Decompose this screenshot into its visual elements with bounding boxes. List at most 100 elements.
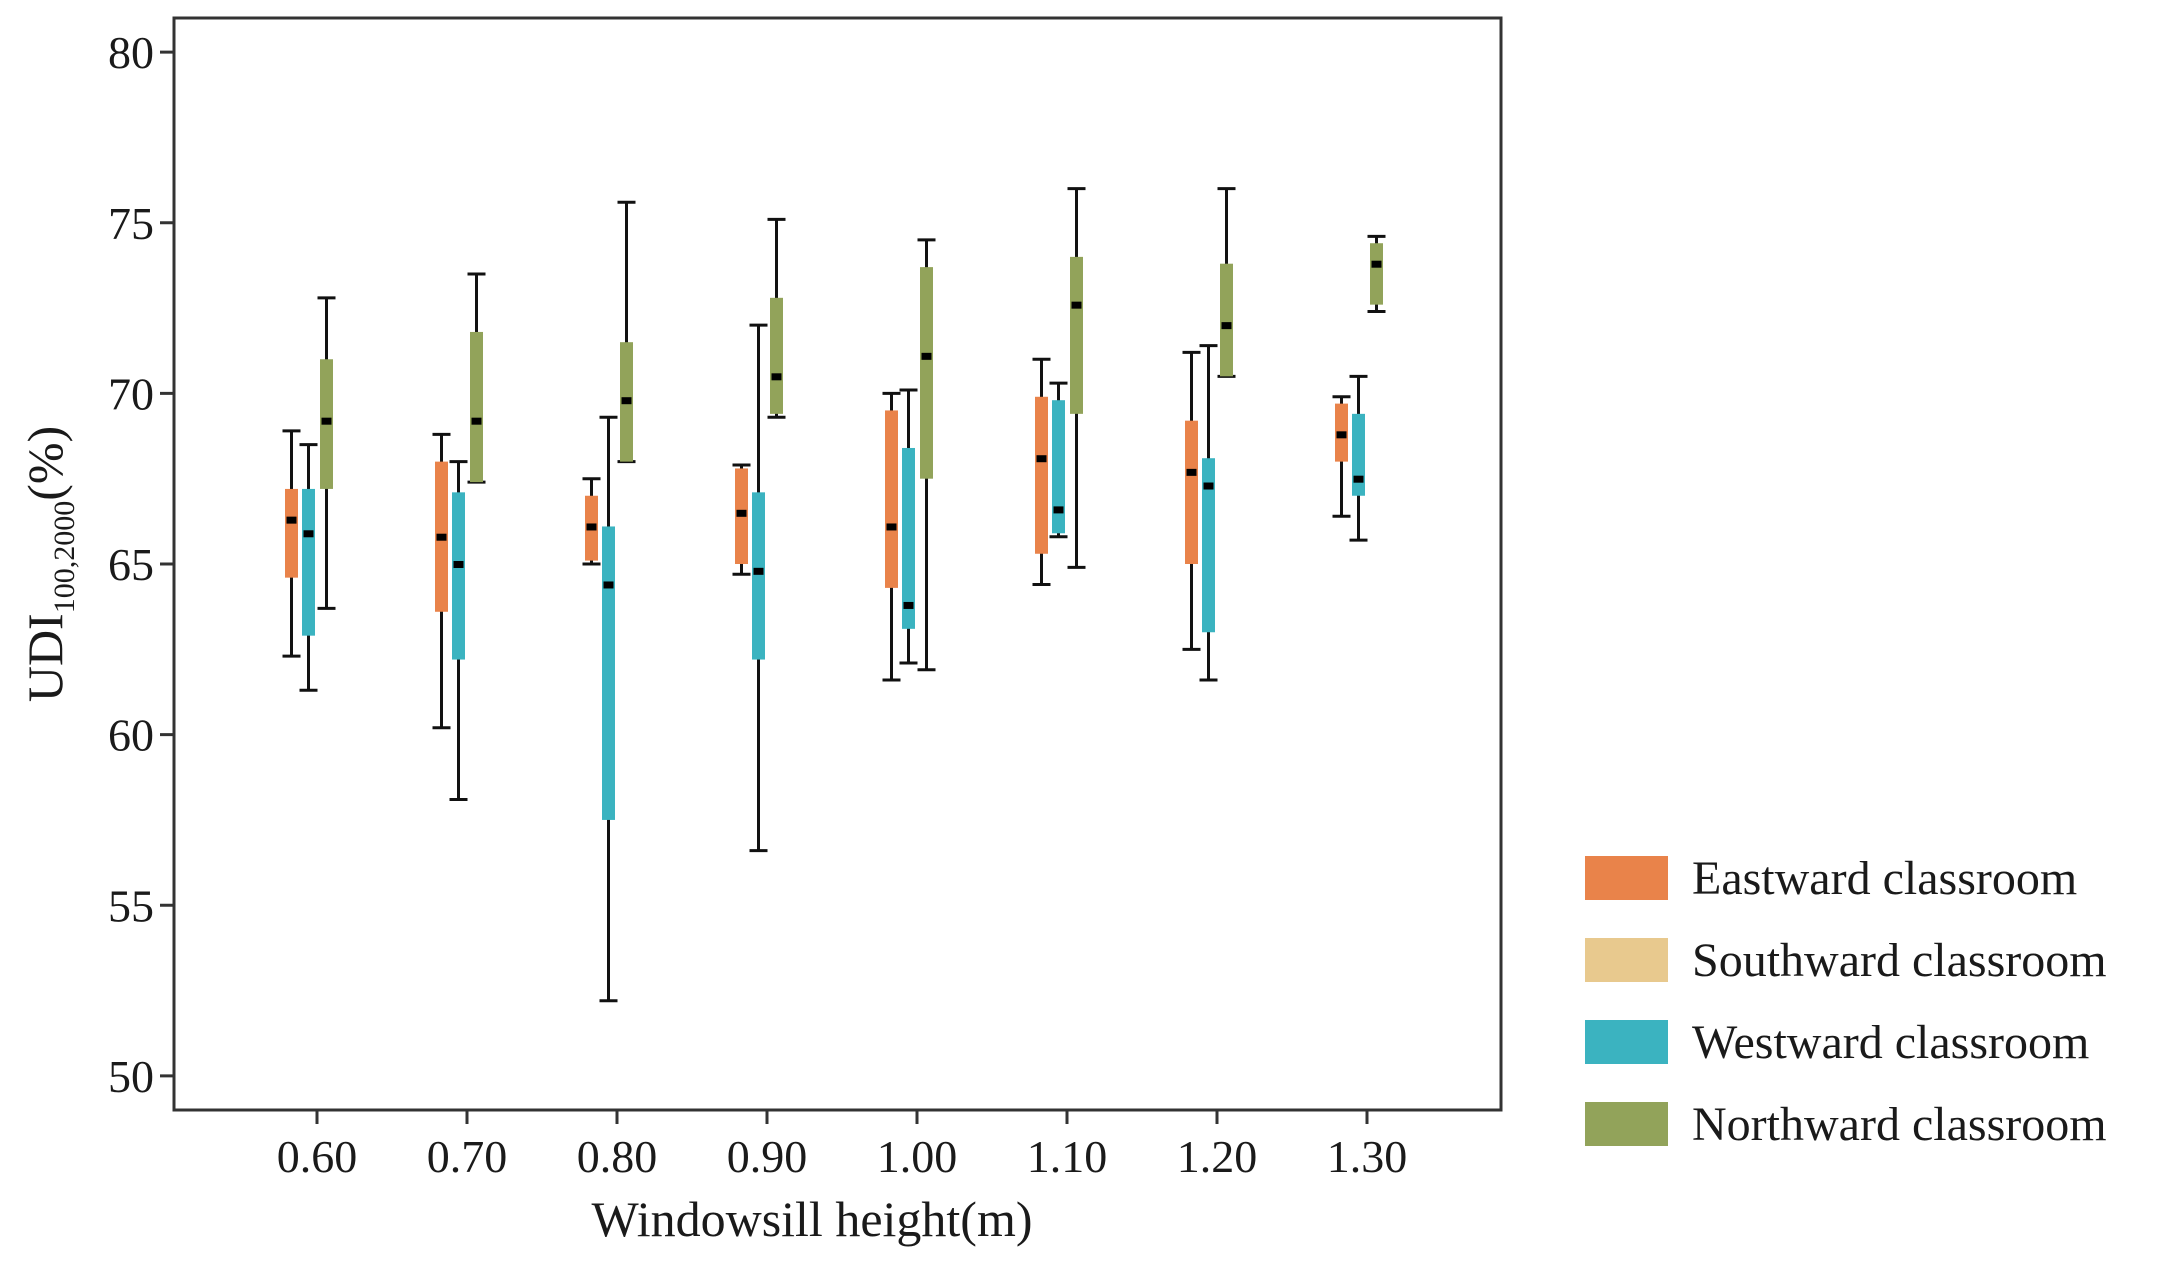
y-tick-label: 50 (108, 1051, 154, 1102)
median-marker (736, 509, 747, 517)
median-marker (903, 601, 914, 609)
y-axis: 50 55 60 65 70 75 80 (108, 27, 174, 1102)
box-iqr (902, 447, 915, 629)
median-marker (1353, 475, 1364, 483)
box-iqr (285, 488, 298, 578)
svg-text:UDI100,2000(%): UDI100,2000(%) (17, 426, 81, 702)
box-northward-1_20 (1217, 187, 1236, 378)
box-westward-0_80 (599, 415, 618, 1003)
box-northward-1_10 (1067, 187, 1086, 569)
box-eastward-1_30 (1332, 395, 1351, 518)
box-northward-0_80 (617, 200, 636, 464)
box-iqr (602, 526, 615, 820)
x-tick-label: 1.00 (877, 1131, 958, 1182)
box-westward-1_30 (1349, 374, 1368, 542)
median-marker (1221, 322, 1232, 330)
median-marker (1186, 468, 1197, 476)
box-northward-0_90 (767, 217, 786, 419)
y-tick-label: 55 (108, 880, 154, 931)
median-marker (771, 373, 782, 381)
legend-label-westward: Westward classroom (1692, 1016, 2089, 1069)
box-northward-1_00 (917, 238, 936, 672)
box-iqr (1070, 256, 1083, 414)
box-iqr (1370, 243, 1383, 305)
box-westward-1_00 (899, 388, 918, 665)
x-tick-label: 1.20 (1177, 1131, 1258, 1182)
median-marker (621, 397, 632, 405)
box-westward-1_10 (1049, 381, 1068, 539)
box-iqr (1352, 413, 1365, 496)
y-tick-label: 70 (108, 368, 154, 419)
y-tick-label: 65 (108, 539, 154, 590)
box-northward-1_30 (1367, 234, 1386, 313)
median-marker (1371, 260, 1382, 268)
x-tick-label: 0.70 (427, 1131, 508, 1182)
legend-swatch-eastward (1585, 856, 1668, 900)
box-eastward-0_90 (732, 463, 751, 576)
box-iqr (452, 492, 465, 660)
box-iqr (885, 410, 898, 588)
box-iqr (752, 492, 765, 660)
box-iqr (770, 297, 783, 414)
x-tick-label: 1.30 (1327, 1131, 1408, 1182)
legend-label-southward: Southward classroom (1692, 934, 2107, 987)
legend-swatch-southward (1585, 938, 1668, 982)
plot-area-frame (172, 16, 1503, 1112)
box-northward-0_70 (467, 272, 486, 484)
x-axis: 0.60 0.70 0.80 0.90 1.00 1.10 1.20 1.30 (277, 1110, 1408, 1182)
y-tick-label: 60 (108, 710, 154, 761)
median-marker (586, 523, 597, 531)
box-westward-0_60 (299, 443, 318, 692)
median-marker (753, 567, 764, 575)
box-westward-1_20 (1199, 344, 1218, 682)
median-marker (453, 561, 464, 568)
box-series-group (282, 187, 1386, 1003)
x-tick-label: 0.60 (277, 1131, 358, 1182)
y-axis-title-main: UDI (17, 613, 73, 702)
median-marker (1071, 301, 1082, 309)
legend-swatch-westward (1585, 1020, 1668, 1064)
median-marker (1336, 431, 1347, 439)
x-tick-label: 1.10 (1027, 1131, 1108, 1182)
y-axis-title-subscript: 100,2000 (48, 501, 81, 614)
y-axis-title-suffix: (%) (17, 426, 73, 501)
box-iqr (1035, 396, 1048, 554)
y-axis-title: UDI100,2000(%) (17, 426, 81, 702)
box-eastward-1_10 (1032, 357, 1051, 586)
y-tick-label: 80 (108, 27, 154, 78)
median-marker (471, 417, 482, 425)
median-marker (1053, 506, 1064, 514)
y-tick-label: 75 (108, 198, 154, 249)
box-westward-0_70 (449, 460, 468, 801)
median-marker (886, 523, 897, 531)
box-northward-0_60 (317, 296, 336, 610)
box-eastward-0_70 (432, 432, 451, 730)
median-marker (603, 581, 614, 589)
box-eastward-1_00 (882, 391, 901, 682)
box-eastward-1_20 (1182, 350, 1201, 651)
median-marker (303, 530, 314, 538)
x-tick-label: 0.90 (727, 1131, 808, 1182)
median-marker (286, 516, 297, 524)
legend-swatch-northward (1585, 1102, 1668, 1146)
box-iqr (1220, 263, 1233, 377)
box-eastward-0_80 (582, 477, 601, 566)
box-westward-0_90 (749, 323, 768, 853)
median-marker (1036, 455, 1047, 463)
box-eastward-0_60 (282, 429, 301, 658)
box-iqr (302, 488, 315, 636)
median-marker (436, 533, 447, 541)
box-iqr (470, 331, 483, 483)
box-iqr (1202, 458, 1215, 633)
box-iqr (1185, 420, 1198, 564)
median-marker (321, 417, 332, 425)
x-axis-title: Windowsill height(m) (592, 1191, 1033, 1247)
box-iqr (1052, 400, 1065, 534)
legend: Eastward classroom Southward classroom Wes… (1585, 852, 2107, 1151)
x-tick-label: 0.80 (577, 1131, 658, 1182)
legend-label-eastward: Eastward classroom (1692, 852, 2077, 905)
median-marker (1203, 482, 1214, 490)
box-iqr (920, 267, 933, 479)
legend-label-northward: Northward classroom (1692, 1098, 2107, 1151)
